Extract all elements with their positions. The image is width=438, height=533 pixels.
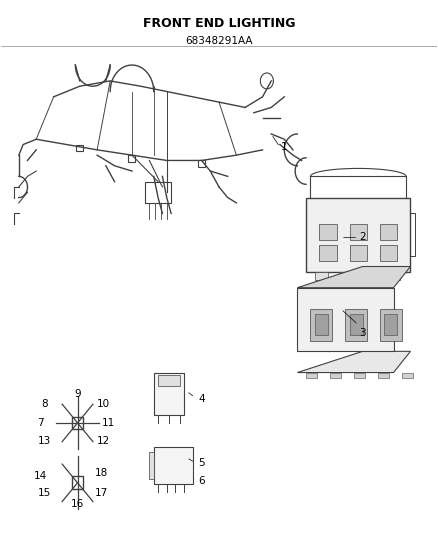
Bar xyxy=(72,477,83,489)
Bar xyxy=(339,272,352,280)
Text: 8: 8 xyxy=(42,399,48,409)
Bar xyxy=(315,314,328,335)
Bar xyxy=(350,314,363,335)
Bar xyxy=(198,160,205,167)
Text: 17: 17 xyxy=(95,488,108,498)
Bar xyxy=(350,224,367,240)
Bar xyxy=(145,182,171,203)
Bar xyxy=(76,144,83,151)
Text: 7: 7 xyxy=(37,418,44,428)
Text: FRONT END LIGHTING: FRONT END LIGHTING xyxy=(143,17,295,30)
Bar xyxy=(385,314,397,335)
Bar xyxy=(306,198,410,272)
Polygon shape xyxy=(297,288,393,351)
Bar xyxy=(149,452,154,479)
Polygon shape xyxy=(297,351,410,373)
Text: 1: 1 xyxy=(281,142,288,152)
Text: 16: 16 xyxy=(71,499,84,509)
Text: 68348291AA: 68348291AA xyxy=(185,36,253,46)
Text: 10: 10 xyxy=(97,399,110,409)
Polygon shape xyxy=(297,266,410,288)
Bar xyxy=(319,245,336,261)
Text: 9: 9 xyxy=(74,389,81,399)
Bar xyxy=(387,272,399,280)
Text: 12: 12 xyxy=(97,437,110,447)
Bar xyxy=(378,373,389,378)
Bar xyxy=(315,272,328,280)
Bar xyxy=(354,373,365,378)
Text: 18: 18 xyxy=(95,469,108,478)
Bar xyxy=(380,224,397,240)
Bar xyxy=(154,447,193,484)
Bar xyxy=(128,155,135,161)
Text: 15: 15 xyxy=(38,488,52,498)
Bar xyxy=(345,309,367,341)
Text: 5: 5 xyxy=(198,458,205,467)
Bar xyxy=(158,375,180,386)
Text: 11: 11 xyxy=(101,418,115,428)
Bar xyxy=(154,373,184,415)
Text: 4: 4 xyxy=(198,394,205,404)
Bar xyxy=(306,373,317,378)
Text: 2: 2 xyxy=(359,232,366,243)
Bar xyxy=(319,224,336,240)
Bar xyxy=(402,373,413,378)
Text: 13: 13 xyxy=(38,437,52,447)
Bar xyxy=(380,309,402,341)
Bar xyxy=(330,373,341,378)
Bar xyxy=(363,272,376,280)
Text: 6: 6 xyxy=(198,477,205,486)
Bar xyxy=(380,245,397,261)
Bar xyxy=(311,309,332,341)
Text: 14: 14 xyxy=(34,471,47,481)
Bar xyxy=(350,245,367,261)
Bar xyxy=(72,417,83,429)
Text: 3: 3 xyxy=(359,328,366,338)
